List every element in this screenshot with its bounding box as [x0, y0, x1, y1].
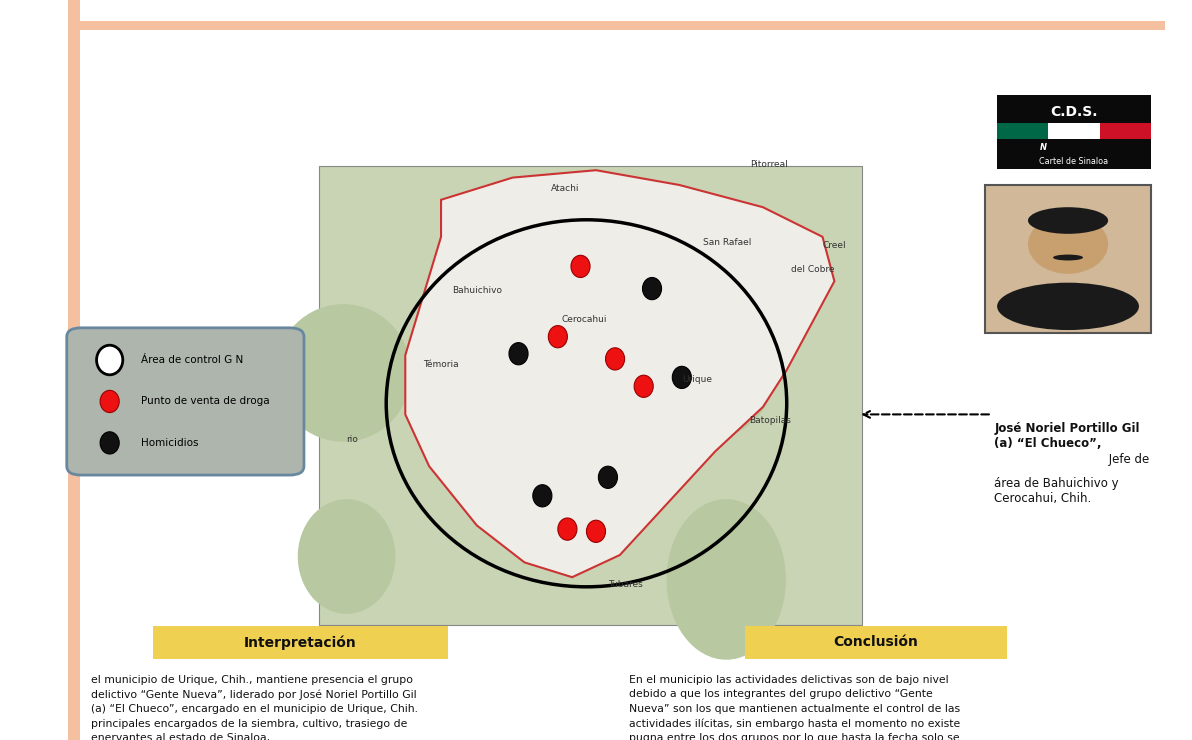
- Bar: [1048, 123, 1100, 139]
- Text: C.D.S.: C.D.S.: [1050, 106, 1098, 119]
- Ellipse shape: [666, 499, 786, 660]
- Ellipse shape: [642, 278, 662, 300]
- Ellipse shape: [97, 345, 123, 375]
- Text: área de Bahuichivo y
Cerocahui, Chih.: área de Bahuichivo y Cerocahui, Chih.: [994, 477, 1119, 505]
- Ellipse shape: [100, 432, 119, 454]
- Bar: [68, 21, 1165, 30]
- Ellipse shape: [1028, 207, 1109, 234]
- Text: Jefe de: Jefe de: [1105, 453, 1149, 466]
- Text: San Rafael: San Rafael: [703, 238, 751, 247]
- Text: Área de control G N: Área de control G N: [141, 355, 243, 365]
- Bar: [997, 95, 1151, 169]
- Ellipse shape: [571, 255, 590, 278]
- Text: Témoria: Témoria: [423, 360, 459, 369]
- Polygon shape: [405, 170, 834, 577]
- Text: Creel: Creel: [822, 241, 846, 250]
- Ellipse shape: [275, 304, 411, 442]
- Bar: [745, 626, 1007, 659]
- Ellipse shape: [997, 283, 1138, 330]
- Ellipse shape: [1028, 215, 1109, 274]
- Text: Urique: Urique: [682, 375, 713, 384]
- Bar: [68, 0, 80, 740]
- Text: el municipio de Urique, Chih., mantiene presencia el grupo
delictivo “Gente Nuev: el municipio de Urique, Chih., mantiene …: [91, 675, 417, 740]
- Ellipse shape: [586, 520, 606, 542]
- Bar: [997, 123, 1048, 139]
- Text: Conclusión: Conclusión: [833, 636, 919, 649]
- Text: Interpretación: Interpretación: [244, 635, 356, 650]
- Bar: [319, 166, 862, 625]
- Ellipse shape: [558, 518, 577, 540]
- Ellipse shape: [634, 375, 653, 397]
- Text: Pitorreal: Pitorreal: [750, 160, 788, 169]
- Bar: [985, 185, 1151, 333]
- Text: Atachi: Atachi: [551, 184, 579, 193]
- Ellipse shape: [1053, 255, 1084, 260]
- Bar: [1100, 123, 1151, 139]
- FancyBboxPatch shape: [67, 328, 304, 475]
- Ellipse shape: [100, 390, 119, 413]
- Text: Punto de venta de droga: Punto de venta de droga: [141, 397, 269, 406]
- Text: del Cobre: del Cobre: [791, 265, 834, 274]
- Ellipse shape: [509, 343, 528, 365]
- Text: Tubares: Tubares: [608, 580, 644, 589]
- Ellipse shape: [598, 466, 617, 488]
- Ellipse shape: [623, 304, 775, 442]
- Text: En el municipio las actividades delictivas son de bajo nivel
debido a que los in: En el municipio las actividades delictiv…: [629, 675, 961, 740]
- Ellipse shape: [606, 348, 625, 370]
- Text: Homicidios: Homicidios: [141, 438, 198, 448]
- Text: Cerocahui: Cerocahui: [561, 315, 607, 324]
- Text: Cartel de Sinaloa: Cartel de Sinaloa: [1039, 157, 1109, 166]
- Bar: [153, 626, 448, 659]
- Ellipse shape: [672, 366, 691, 389]
- Text: rio: rio: [346, 435, 358, 444]
- Text: José Noriel Portillo Gil
(a) “El Chueco”,: José Noriel Portillo Gil (a) “El Chueco”…: [994, 422, 1140, 450]
- Ellipse shape: [548, 326, 567, 348]
- Ellipse shape: [298, 499, 396, 613]
- Text: Batopilas: Batopilas: [749, 416, 791, 425]
- Ellipse shape: [533, 485, 552, 507]
- Text: Bahuichivo: Bahuichivo: [452, 286, 502, 295]
- Text: N: N: [1039, 144, 1047, 152]
